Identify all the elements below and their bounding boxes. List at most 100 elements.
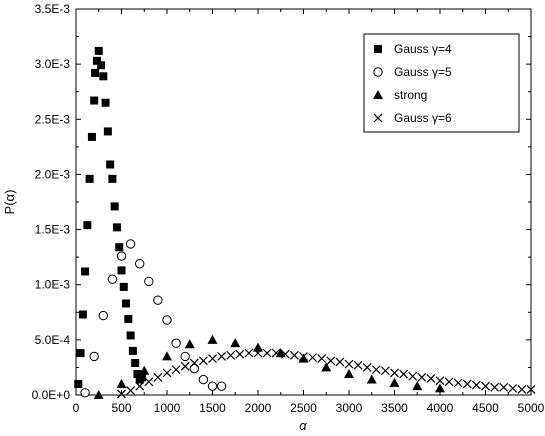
- data-point: [162, 351, 172, 361]
- y-tick-label: 3.0E-3: [35, 57, 71, 71]
- data-point: [235, 349, 245, 359]
- data-point: [226, 350, 236, 360]
- data-point: [230, 338, 241, 348]
- data-point: [184, 339, 195, 349]
- legend-item: Gauss γ=5: [373, 65, 452, 79]
- y-axis: 0.0E+0 5.0E-4 1.0E-3 1.5E-3 2.0E-3 2.5E-3 3.0E…: [32, 2, 531, 402]
- data-point: [139, 365, 150, 375]
- data-point: [344, 369, 354, 379]
- data-point: [78, 310, 87, 319]
- series-layer: [74, 46, 536, 399]
- data-point: [217, 351, 227, 361]
- data-point: [124, 314, 133, 323]
- legend-label: Gauss γ=4: [394, 42, 452, 56]
- series-1: [74, 46, 146, 388]
- data-point: [362, 363, 372, 372]
- data-point: [408, 371, 418, 381]
- y-tick-label: 2.0E-3: [35, 167, 71, 181]
- data-point: [91, 68, 100, 77]
- data-point: [116, 251, 127, 261]
- data-point: [380, 366, 390, 376]
- data-point: [108, 174, 117, 183]
- data-point: [162, 368, 172, 378]
- data-point: [189, 363, 200, 374]
- y-axis-label: P(α): [2, 190, 17, 215]
- data-point: [180, 351, 190, 362]
- data-point: [435, 383, 445, 393]
- data-point: [444, 377, 454, 387]
- data-point: [90, 96, 99, 105]
- data-point: [93, 390, 104, 399]
- data-point: [435, 376, 445, 386]
- y-tick-label: 2.5E-3: [35, 112, 71, 126]
- data-point: [253, 342, 263, 352]
- legend-item: Gauss γ=6: [373, 111, 452, 125]
- data-point: [126, 386, 136, 396]
- data-point: [517, 385, 527, 394]
- data-point: [366, 374, 377, 384]
- data-point: [426, 374, 436, 383]
- data-point: [481, 381, 490, 391]
- data-point: [144, 377, 154, 387]
- data-point: [280, 349, 290, 359]
- data-point: [153, 372, 163, 382]
- data-point: [253, 348, 263, 358]
- data-point: [390, 368, 399, 378]
- data-point: [107, 274, 118, 284]
- data-point: [162, 315, 172, 325]
- data-point: [74, 379, 83, 388]
- data-point: [76, 349, 85, 358]
- data-point: [321, 362, 332, 372]
- data-point: [189, 358, 199, 368]
- data-point: [171, 338, 181, 348]
- data-point: [144, 276, 154, 287]
- x-tick-label: 3000: [336, 401, 363, 415]
- data-point: [371, 365, 381, 375]
- x-tick-label: 500: [111, 401, 131, 415]
- data-point: [417, 372, 427, 382]
- data-point: [317, 354, 327, 364]
- data-point: [137, 373, 146, 382]
- data-point: [308, 353, 318, 362]
- data-point: [117, 266, 126, 275]
- x-tick-label: 0: [73, 401, 80, 415]
- data-point: [353, 360, 363, 370]
- x-tick-label: 4500: [472, 401, 499, 415]
- data-point: [117, 389, 126, 399]
- data-point: [89, 351, 99, 362]
- data-point: [262, 348, 272, 358]
- legend-item: Gauss γ=4: [374, 42, 452, 56]
- data-point: [526, 385, 536, 394]
- data-point: [112, 223, 121, 232]
- y-tick-label: 3.5E-3: [35, 2, 71, 16]
- data-point: [198, 374, 209, 385]
- data-point: [389, 377, 400, 387]
- data-point: [153, 295, 163, 305]
- data-point: [135, 381, 145, 391]
- x-tick-label: 4000: [427, 401, 454, 415]
- data-point: [299, 351, 308, 361]
- data-point: [471, 380, 481, 390]
- y-tick-label: 1.5E-3: [35, 223, 71, 237]
- x-tick-label: 3500: [381, 401, 408, 415]
- legend-marker: [373, 90, 383, 99]
- data-point: [180, 361, 190, 371]
- data-point: [115, 243, 124, 252]
- data-point: [490, 382, 500, 392]
- legend-label: Gauss γ=6: [394, 111, 452, 125]
- legend-item: strong: [373, 88, 427, 102]
- data-point: [133, 370, 142, 379]
- data-point: [326, 356, 336, 366]
- data-point: [103, 127, 112, 136]
- data-point: [106, 160, 115, 169]
- x-tick-label: 2000: [245, 401, 272, 415]
- x-axis-label: α: [299, 418, 307, 433]
- data-point: [216, 381, 227, 391]
- data-point: [98, 310, 109, 321]
- data-point: [271, 348, 281, 358]
- x-tick-label: 1500: [199, 401, 226, 415]
- data-point: [207, 334, 218, 344]
- series-3: [93, 334, 445, 399]
- data-point: [499, 382, 509, 392]
